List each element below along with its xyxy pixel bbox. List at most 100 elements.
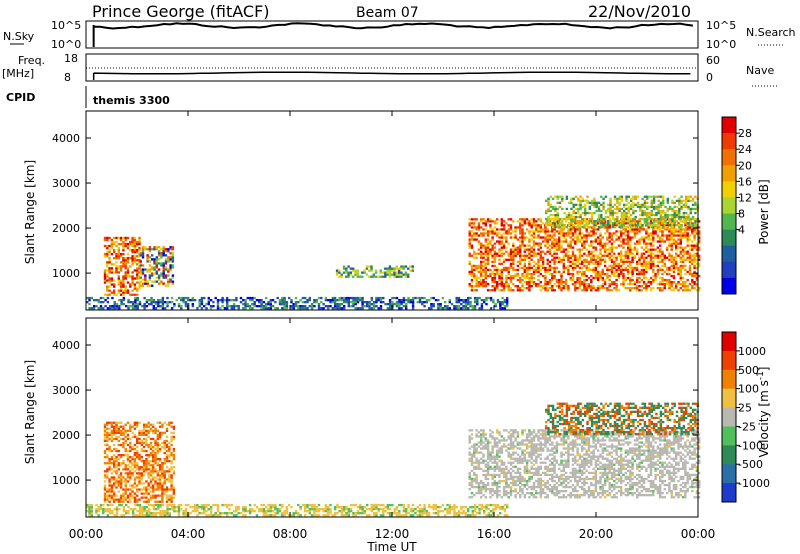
range-cell: [372, 273, 375, 276]
range-cell: [512, 435, 515, 438]
range-cell: [347, 305, 350, 308]
range-cell: [548, 244, 552, 247]
range-cell: [131, 271, 134, 274]
range-cell: [102, 296, 105, 300]
range-cell: [244, 303, 247, 306]
range-cell: [581, 232, 584, 235]
range-cell: [159, 299, 162, 302]
range-cell: [684, 264, 687, 268]
range-cell: [468, 262, 471, 265]
colorbar-segment: [722, 165, 736, 182]
range-cell: [169, 248, 172, 251]
range-cell: [688, 266, 692, 270]
range-cell: [124, 484, 127, 487]
range-cell: [639, 203, 642, 206]
range-cell: [577, 220, 580, 223]
range-cell: [99, 307, 103, 310]
range-cell: [505, 477, 508, 481]
range-cell: [126, 429, 130, 432]
range-cell: [541, 260, 545, 263]
range-cell: [633, 218, 637, 221]
range-cell: [665, 228, 669, 231]
range-cell: [160, 254, 163, 257]
range-cell: [593, 211, 596, 215]
range-cell: [147, 421, 150, 424]
range-cell: [675, 213, 679, 217]
range-cell: [641, 211, 644, 215]
range-cell: [150, 296, 153, 300]
range-cell: [695, 276, 699, 280]
range-cell: [516, 443, 520, 446]
range-cell: [516, 447, 520, 450]
range-cell: [595, 201, 598, 204]
range-cell: [372, 305, 376, 308]
range-cell: [361, 307, 364, 310]
range-cell: [335, 271, 339, 274]
range-cell: [103, 281, 107, 284]
range-cell: [525, 469, 529, 472]
range-cell: [698, 262, 701, 265]
range-cell: [569, 228, 572, 231]
range-cell: [375, 299, 378, 302]
range-cell: [661, 224, 664, 227]
range-cell: [117, 435, 120, 438]
range-cell: [480, 252, 483, 255]
range-cell: [126, 480, 130, 483]
colorbar-segment: [722, 197, 736, 215]
colorbar-tick-label: 12: [738, 191, 752, 204]
range-cell: [491, 264, 494, 268]
range-cell: [631, 260, 634, 263]
range-cell: [491, 281, 494, 284]
range-cell: [476, 303, 479, 306]
range-cell: [509, 473, 513, 477]
range-cell: [103, 279, 107, 282]
range-cell: [460, 307, 463, 310]
range-cell: [141, 278, 145, 281]
range-cell: [578, 278, 582, 282]
range-cell: [131, 474, 134, 477]
range-cell: [163, 470, 166, 473]
range-cell: [608, 254, 611, 257]
range-cell: [173, 305, 176, 308]
range-cell: [113, 301, 116, 304]
range-cell: [168, 496, 171, 499]
range-cell: [597, 289, 600, 292]
range-cell: [507, 254, 510, 257]
range-cell: [154, 443, 157, 447]
range-cell: [656, 234, 660, 237]
range-cell: [693, 281, 696, 284]
range-cell: [500, 435, 503, 438]
range-cell: [106, 244, 109, 248]
range-cell: [115, 257, 118, 260]
range-cell: [684, 250, 687, 253]
range-cell: [691, 274, 694, 278]
range-cell: [149, 447, 153, 451]
range-cell: [537, 234, 540, 237]
range-cell: [675, 266, 678, 270]
range-cell: [611, 217, 614, 221]
range-cell: [645, 230, 648, 233]
range-cell: [516, 268, 520, 272]
range-cell: [532, 268, 536, 272]
range-cell: [160, 248, 163, 251]
range-cell: [498, 250, 501, 253]
range-cell: [571, 260, 575, 263]
range-cell: [269, 299, 272, 302]
range-cell: [625, 207, 628, 211]
range-cell: [562, 236, 565, 239]
range-cell: [281, 299, 284, 302]
range-cell: [688, 234, 692, 237]
range-cell: [626, 234, 630, 237]
range-cell: [681, 289, 685, 292]
range-cell: [491, 276, 494, 280]
range-cell: [482, 469, 485, 472]
range-cell: [592, 256, 595, 259]
range-cell: [138, 476, 141, 479]
range-cell: [661, 232, 664, 235]
range-cell: [124, 277, 127, 280]
range-cell: [501, 296, 504, 300]
range-cell: [641, 213, 644, 217]
range-cell: [594, 276, 598, 280]
range-cell: [343, 307, 346, 310]
